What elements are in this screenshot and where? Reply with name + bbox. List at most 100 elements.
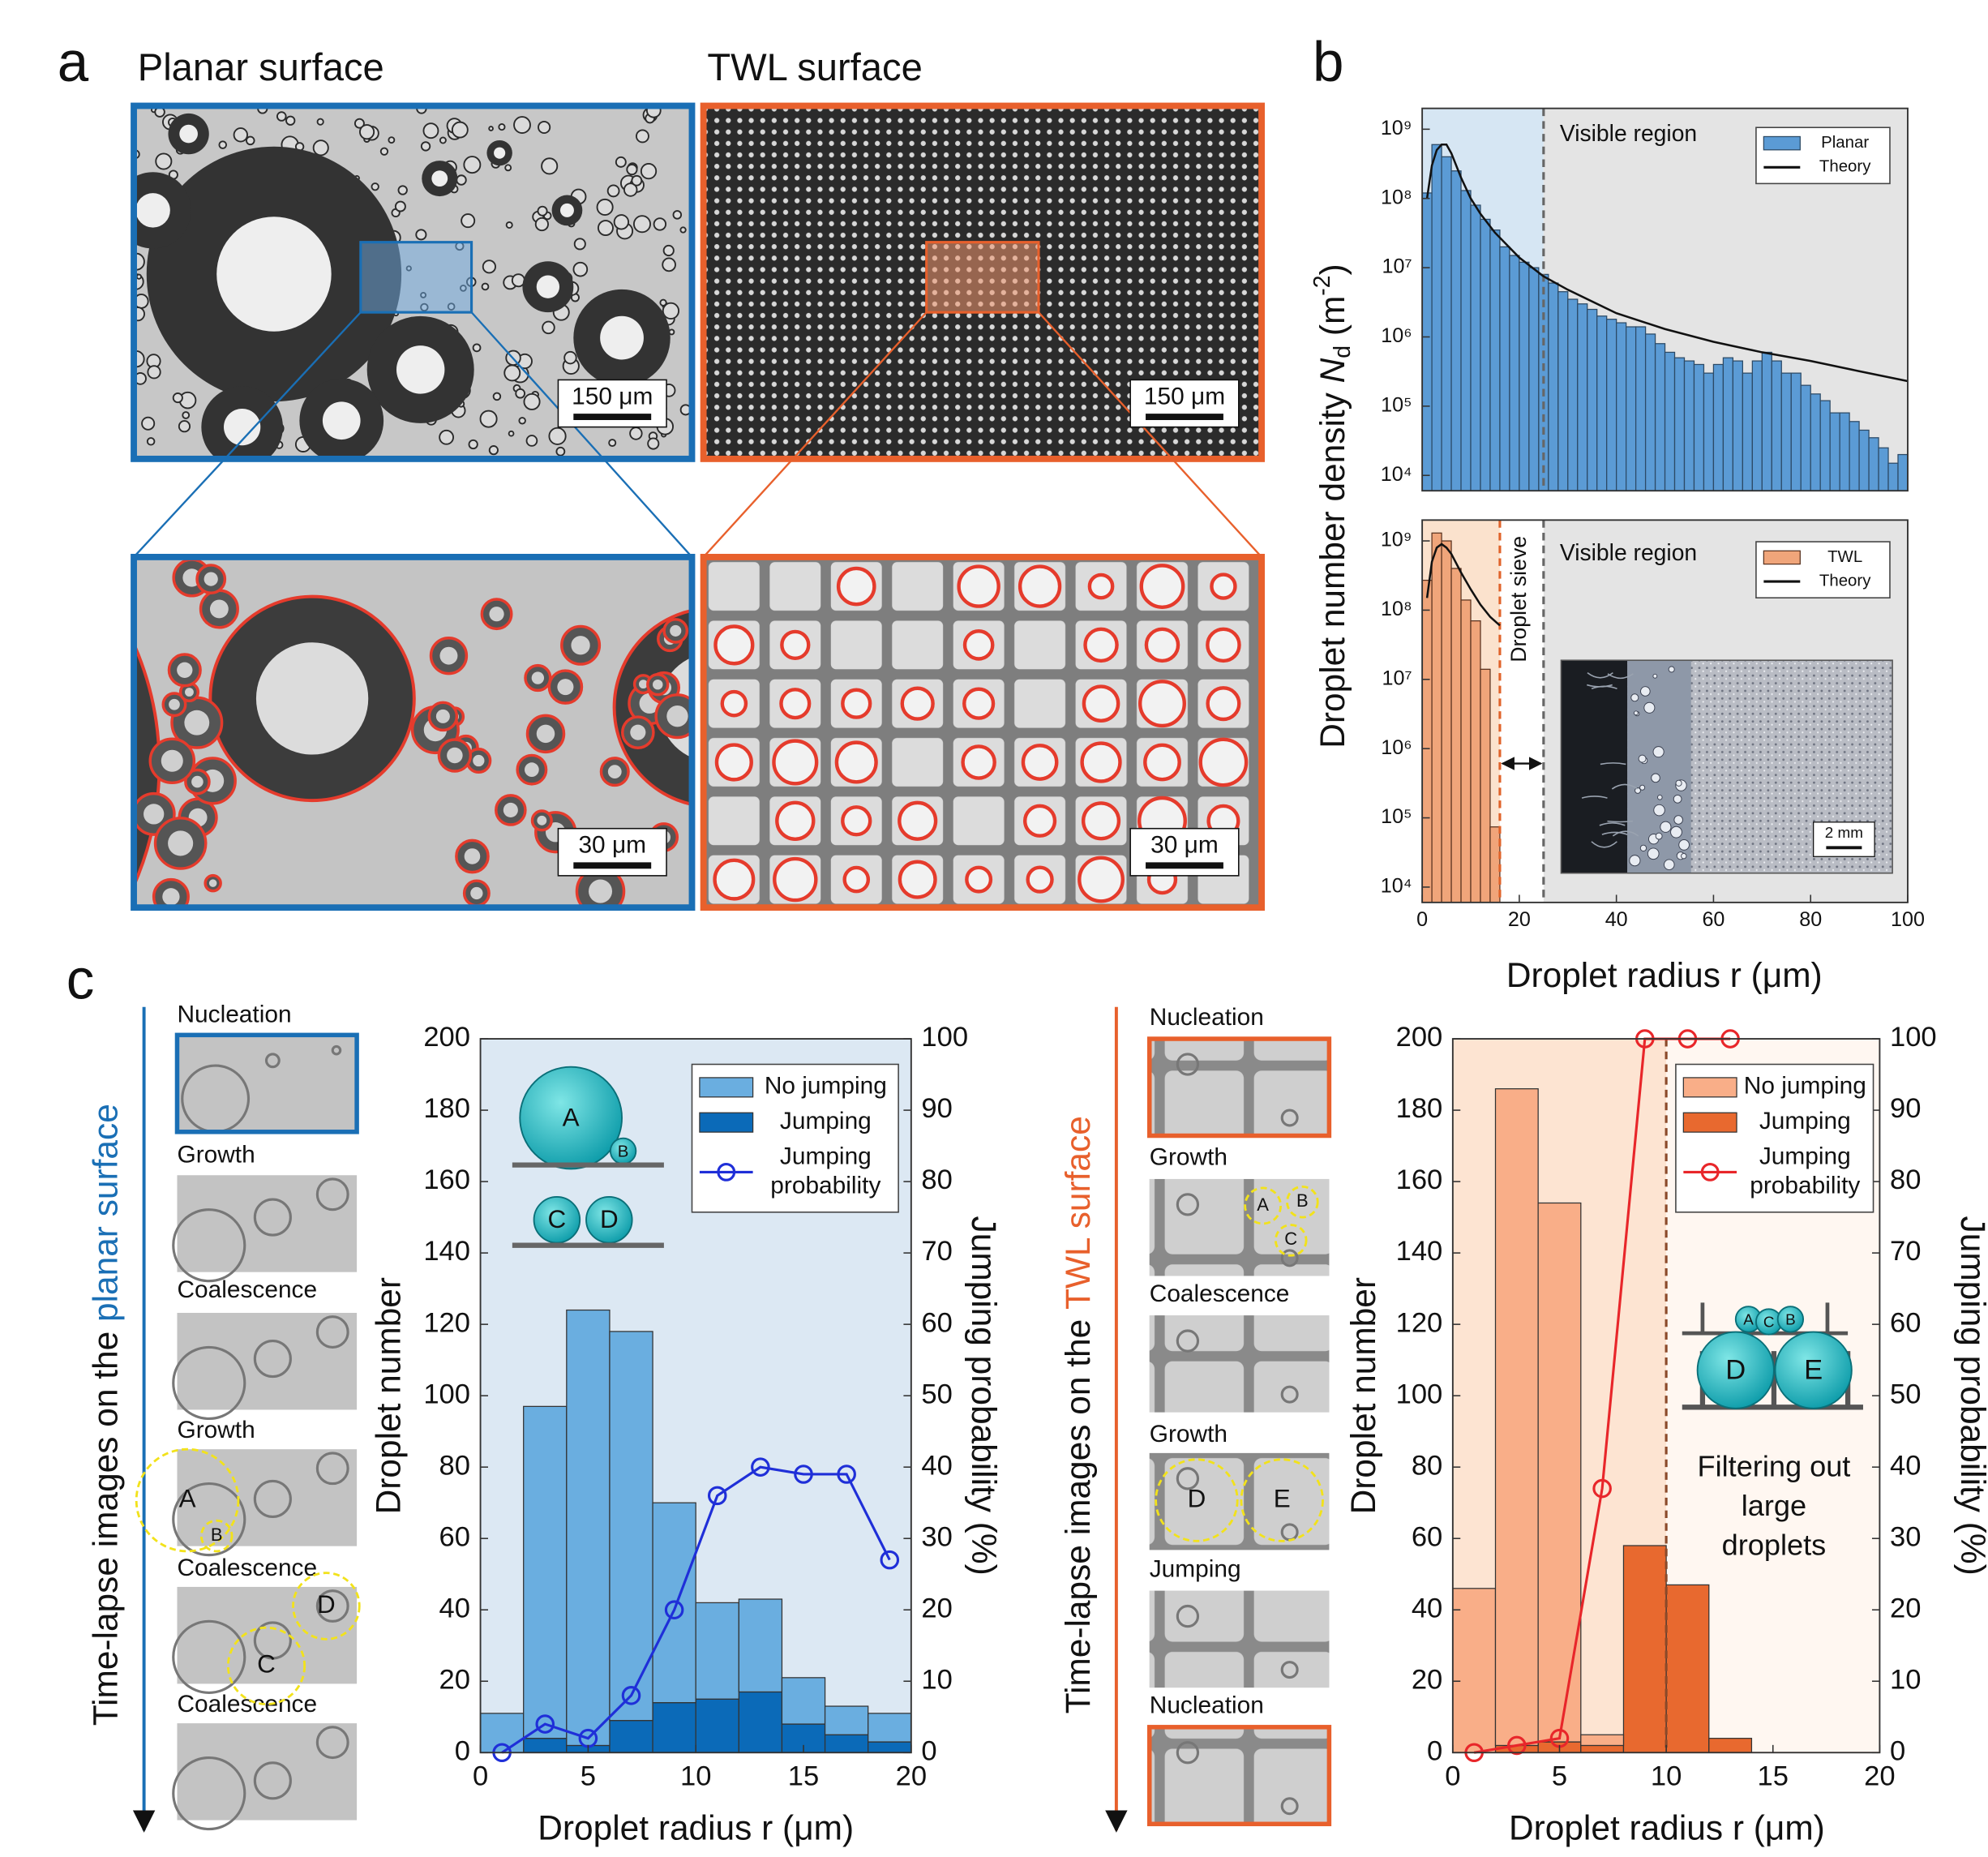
inset-droplet	[1681, 852, 1687, 860]
annotation: Filtering out	[1698, 1449, 1851, 1482]
droplet	[172, 392, 183, 404]
cartoon-droplet	[1774, 1331, 1853, 1409]
droplet-core	[322, 401, 361, 440]
droplet	[615, 156, 627, 168]
cartoon-label: D	[1725, 1354, 1746, 1385]
panel-title: TWL surface	[707, 45, 922, 88]
droplet	[315, 1589, 349, 1623]
frame-caption: Nucleation	[1150, 1692, 1264, 1719]
legend-label: Jumping	[1759, 1108, 1851, 1134]
histogram-bar	[1644, 333, 1656, 491]
droplet-core	[557, 679, 574, 696]
histogram-bar	[1742, 372, 1753, 491]
legend-swatch-marker	[1700, 1162, 1720, 1182]
droplet	[504, 164, 512, 172]
caption-part: planar surface	[87, 1104, 125, 1322]
droplet	[961, 744, 996, 780]
marker-label: A	[179, 1484, 196, 1512]
inset-droplet	[1647, 847, 1660, 860]
histogram-bar	[1596, 315, 1608, 491]
inset-streak	[1591, 841, 1617, 848]
droplet	[780, 629, 811, 661]
time-axis-caption: Time-lapse images on the TWL surface	[1059, 1116, 1097, 1713]
y2-tick-label: 30	[921, 1521, 952, 1552]
inset-droplet	[1656, 794, 1663, 800]
y2-axis-label: Jumping probability (%)	[1954, 1216, 1988, 1576]
inset-droplet	[1673, 794, 1682, 804]
x-tick-label: 10	[1651, 1761, 1682, 1792]
histogram-bar	[1708, 1738, 1753, 1753]
x-tick-label: 0	[1445, 1761, 1460, 1792]
inset-droplet	[1638, 754, 1647, 763]
droplet	[962, 629, 995, 661]
y2-tick-label: 50	[921, 1379, 952, 1409]
droplet	[713, 624, 755, 666]
histogram-bar	[1431, 144, 1442, 491]
legend-swatch	[1763, 135, 1801, 151]
droplet	[636, 129, 649, 144]
y2-tick-label: 70	[921, 1236, 952, 1267]
histogram-bar	[1470, 620, 1481, 903]
histogram-bar	[1654, 343, 1666, 491]
droplet	[264, 1053, 281, 1069]
droplet-core	[653, 679, 663, 690]
plot-frame	[1421, 107, 1909, 492]
histogram-bar	[1800, 384, 1811, 491]
droplet	[182, 411, 191, 419]
x-tick-label: 40	[1605, 908, 1628, 931]
legend-swatch	[699, 1112, 754, 1133]
droplet	[472, 343, 482, 353]
inset-streak	[1599, 822, 1626, 826]
y-tick-label: 80	[439, 1450, 470, 1481]
droplet	[898, 800, 938, 841]
x-tick-label: 80	[1799, 908, 1822, 931]
droplet	[353, 118, 365, 129]
histogram-bar	[652, 1702, 696, 1753]
inset-droplet	[1635, 787, 1641, 794]
inset-streak	[1612, 830, 1639, 837]
y-tick-label: 160	[1396, 1164, 1443, 1195]
region-label: Visible region	[1560, 120, 1697, 146]
y-tick-label: 20	[1412, 1664, 1442, 1695]
y2-tick-label: 40	[1890, 1450, 1921, 1481]
legend-label: Jumping probability	[1750, 1143, 1860, 1199]
thumbnail	[1149, 1452, 1330, 1550]
thumbnail	[177, 1449, 358, 1546]
droplet-core	[161, 749, 183, 772]
inset-droplet	[1675, 779, 1682, 787]
histogram-bar	[1693, 363, 1705, 491]
x-axis-label: Droplet radius r (μm)	[1506, 956, 1823, 994]
marker-label: D	[317, 1590, 336, 1619]
legend-label-line: probability	[770, 1172, 880, 1199]
frame	[131, 553, 696, 911]
panel-label: b	[1313, 30, 1343, 93]
droplet	[626, 163, 638, 176]
droplet	[632, 215, 651, 234]
histogram-bar	[1829, 412, 1840, 491]
y2-tick-label: 90	[1890, 1093, 1921, 1124]
droplet	[1026, 865, 1054, 894]
histogram-bar	[1537, 1202, 1582, 1743]
droplet-core	[255, 642, 369, 755]
droplet	[1280, 1661, 1299, 1679]
inset-scale-box	[1813, 821, 1875, 857]
droplet	[358, 124, 375, 140]
droplet	[488, 126, 494, 131]
panel-title: Planar surface	[138, 45, 384, 88]
x-tick-label: 15	[1758, 1761, 1789, 1792]
droplet	[172, 1345, 246, 1421]
y-tick-label: 10⁸	[1381, 186, 1412, 208]
histogram-bar	[695, 1602, 739, 1700]
caption-part: Time-lapse images on the	[87, 1322, 125, 1726]
histogram-bar	[1587, 308, 1598, 491]
data-point	[1592, 1478, 1612, 1499]
y-tick-label: 10⁷	[1382, 255, 1412, 278]
histogram-bar	[1494, 1088, 1539, 1747]
x-tick-label: 20	[1508, 908, 1531, 931]
histogram-bar	[1780, 372, 1792, 491]
droplet	[415, 229, 427, 241]
droplet	[379, 147, 389, 156]
inset-droplet	[1668, 666, 1675, 673]
y-tick-label: 180	[1396, 1093, 1443, 1124]
legend-label: TWL	[1827, 548, 1862, 566]
